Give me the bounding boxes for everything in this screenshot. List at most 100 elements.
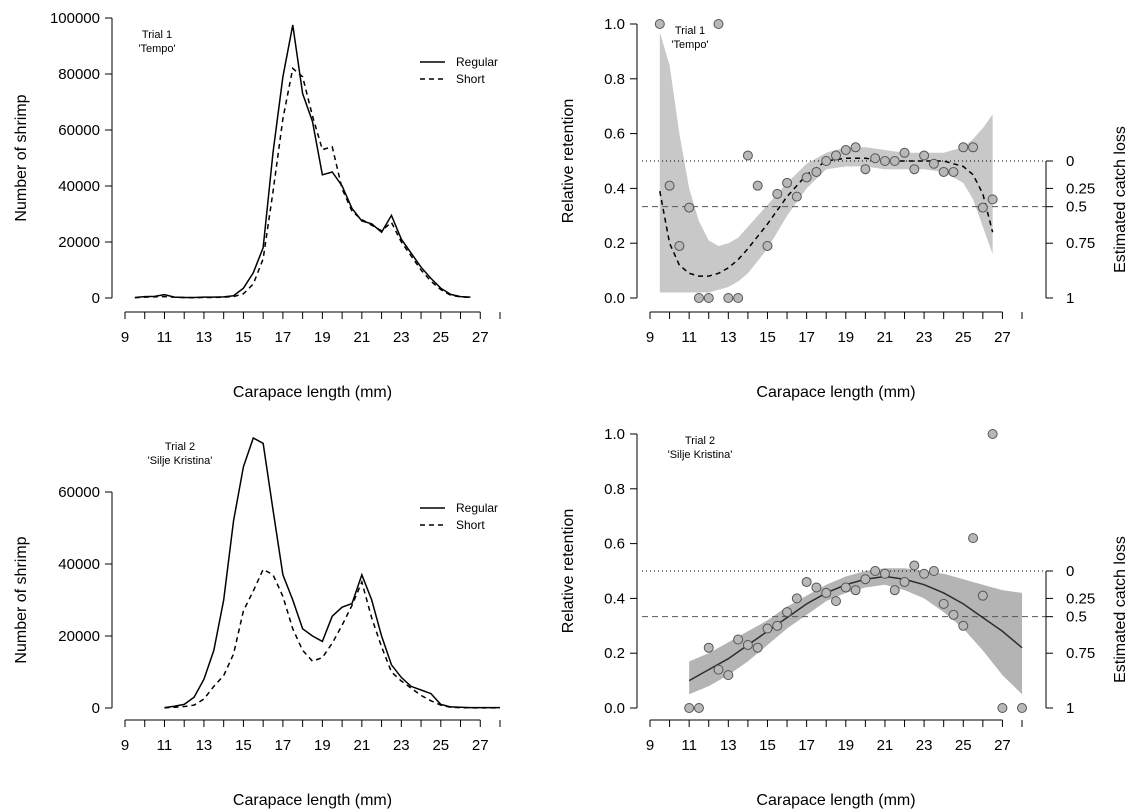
- y2-axis-label: Estimated catch loss: [1112, 126, 1129, 273]
- data-point: [958, 142, 969, 153]
- y2-tick-label: 0: [1066, 563, 1074, 580]
- y-axis: 0.0 0.2 0.4 0.6 0.8 1.0: [604, 16, 638, 307]
- data-point: [919, 568, 930, 579]
- data-point: [703, 642, 714, 653]
- y-tick-label: 0.6: [604, 536, 625, 553]
- confidence-band: [689, 568, 1022, 695]
- x-tick-label: 19: [314, 737, 331, 754]
- x-tick-label: 13: [196, 329, 213, 346]
- data-point: [801, 576, 812, 587]
- y2-tick-label: 1: [1066, 700, 1074, 717]
- panel-bottom-right: 9 11 13 15 17 19 21 23 25 27 Carapace length (mm) 0…: [560, 426, 1129, 809]
- y-tick-label: 1.0: [604, 426, 625, 443]
- series-line-regular: [134, 24, 471, 299]
- data-point: [938, 598, 949, 609]
- data-point: [909, 560, 920, 571]
- x-axis-label: Carapace length (mm): [756, 384, 915, 401]
- data-point: [772, 620, 783, 631]
- x-tick-label: 11: [681, 737, 697, 754]
- data-point: [889, 585, 900, 596]
- x-tick-label: 9: [121, 737, 129, 754]
- x-tick-label: 15: [759, 329, 776, 346]
- series-line-short: [164, 568, 500, 709]
- data-point: [782, 177, 793, 188]
- y-tick-label: 60000: [58, 484, 100, 501]
- x-axis: 9 11 13 15 17 19 21 23 25 27: [646, 311, 1023, 346]
- x-tick-label: 25: [432, 737, 449, 754]
- trial-annotation: 'Tempo': [138, 43, 175, 55]
- x-tick-label: 23: [393, 329, 410, 346]
- x-axis: 9 11 13 15 17 19 21 23 25 27: [646, 719, 1023, 754]
- data-point: [850, 585, 861, 596]
- y-tick-label: 0: [92, 290, 100, 307]
- x-tick-label: 13: [720, 329, 737, 346]
- data-point: [723, 670, 734, 681]
- data-point: [684, 202, 695, 213]
- data-point: [791, 191, 802, 202]
- trial-annotation: Trial 1: [142, 29, 172, 41]
- legend-label: Regular: [456, 55, 498, 69]
- data-point: [928, 566, 939, 576]
- data-point: [762, 623, 773, 634]
- x-tick-label: 17: [798, 329, 815, 346]
- x-tick-label: 19: [837, 329, 854, 346]
- x-axis: 9 11 13 15 17 19 21 23 25 27: [121, 719, 501, 754]
- x-tick-label: 21: [877, 329, 894, 346]
- x-tick-label: 21: [353, 329, 370, 346]
- y-tick-label: 0.4: [604, 590, 625, 607]
- series-line-short: [134, 66, 471, 299]
- y2-axis: 0 0.25 0.5 0.75 1: [1045, 563, 1095, 717]
- y-axis-label: Relative retention: [560, 99, 577, 224]
- y-tick-label: 1.0: [604, 16, 625, 33]
- fit-curve: [659, 157, 994, 277]
- y2-tick-label: 0: [1066, 153, 1074, 170]
- data-point: [860, 164, 871, 175]
- data-point: [948, 166, 959, 177]
- data-point: [733, 293, 744, 303]
- data-point: [654, 19, 665, 29]
- series-line-regular: [164, 436, 500, 709]
- trial-annotation: 'Silje Kristina': [668, 449, 733, 461]
- data-point: [693, 703, 704, 713]
- x-tick-label: 17: [275, 329, 292, 346]
- data-point: [713, 664, 724, 675]
- legend: Regular Short: [420, 501, 498, 532]
- y-tick-label: 20000: [58, 234, 100, 251]
- y2-tick-label: 0.5: [1066, 199, 1087, 216]
- x-tick-label: 25: [432, 329, 449, 346]
- panel-top-left: 9 11 13 15 17 19 21 23 25 27 Carapace length (mm) 0…: [13, 10, 501, 401]
- x-tick-label: 13: [196, 737, 213, 754]
- data-point: [742, 639, 753, 650]
- data-point: [772, 188, 783, 199]
- trial-annotation: Trial 2: [165, 441, 195, 453]
- legend-label: Short: [456, 518, 485, 532]
- y2-tick-label: 1: [1066, 290, 1074, 307]
- data-point: [919, 150, 930, 161]
- data-point: [977, 202, 988, 213]
- data-point: [831, 596, 841, 607]
- legend-label: Regular: [456, 501, 498, 515]
- y-tick-label: 0: [92, 700, 100, 717]
- y-axis: 0.0 0.2 0.4 0.6 0.8 1.0: [604, 426, 638, 717]
- data-point: [821, 156, 832, 166]
- y-axis: 0 20000 40000 60000: [58, 484, 113, 717]
- y-tick-label: 40000: [58, 556, 100, 573]
- data-point: [889, 156, 900, 166]
- data-point: [684, 703, 695, 713]
- x-tick-label: 27: [472, 329, 489, 346]
- data-point: [821, 587, 832, 598]
- data-point: [840, 145, 851, 156]
- trial-annotation: 'Tempo': [671, 39, 708, 51]
- data-point: [674, 240, 685, 251]
- data-point: [968, 533, 979, 544]
- x-axis-label: Carapace length (mm): [233, 384, 392, 401]
- data-point: [879, 568, 890, 579]
- data-point: [831, 150, 841, 161]
- panel-bottom-left: 9 11 13 15 17 19 21 23 25 27 Carapace length (mm) 0…: [13, 436, 501, 809]
- x-tick-label: 25: [955, 329, 972, 346]
- x-tick-label: 15: [235, 329, 252, 346]
- x-tick-label: 21: [353, 737, 370, 754]
- data-point: [733, 634, 744, 645]
- y-tick-label: 0.2: [604, 235, 625, 252]
